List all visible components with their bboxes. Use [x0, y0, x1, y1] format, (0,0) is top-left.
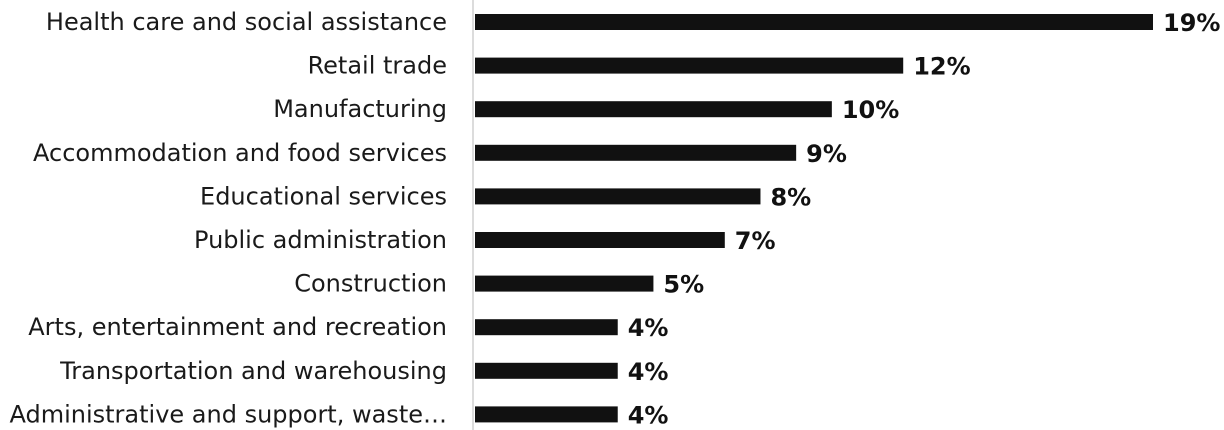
bar	[475, 188, 761, 205]
value-label: 9%	[806, 140, 847, 168]
category-label: Accommodation and food services	[33, 139, 447, 167]
bar	[475, 232, 725, 248]
bar	[475, 406, 618, 423]
value-label: 4%	[628, 358, 669, 386]
category-label: Administrative and support, waste…	[9, 400, 447, 428]
bar	[475, 101, 832, 118]
category-label: Transportation and warehousing	[59, 357, 447, 385]
bar-row: Manufacturing 10%	[273, 95, 899, 124]
bar-row: Public administration 7%	[194, 226, 776, 255]
value-label: 8%	[770, 183, 811, 211]
value-label: 5%	[663, 271, 704, 299]
category-label: Public administration	[194, 226, 447, 254]
value-label: 7%	[735, 227, 776, 255]
category-label: Manufacturing	[273, 95, 447, 123]
bar	[475, 319, 618, 336]
bar	[475, 275, 654, 292]
bar	[475, 362, 618, 379]
category-label: Health care and social assistance	[46, 8, 447, 36]
value-label: 4%	[628, 314, 669, 342]
value-label: 19%	[1163, 9, 1220, 37]
bar-row: Arts, entertainment and recreation 4%	[28, 313, 668, 342]
value-label: 10%	[842, 96, 899, 124]
bar-row: Retail trade 12%	[308, 52, 971, 81]
category-label: Retail trade	[308, 52, 447, 80]
value-label: 12%	[913, 53, 970, 81]
bar	[475, 57, 904, 74]
bar-row: Transportation and warehousing 4%	[59, 357, 668, 386]
bar-row: Accommodation and food services 9%	[33, 139, 847, 168]
bar-row: Construction 5%	[294, 270, 704, 299]
category-label: Arts, entertainment and recreation	[28, 313, 447, 341]
bar-row: Health care and social assistance 19%	[46, 8, 1221, 37]
category-label: Educational services	[200, 182, 447, 210]
bar-rows: Health care and social assistance 19% Reta…	[9, 8, 1220, 429]
category-label: Construction	[294, 270, 447, 298]
bar	[475, 144, 797, 161]
bar-row: Administrative and support, waste… 4%	[9, 400, 668, 429]
value-label: 4%	[628, 401, 669, 429]
bar-row: Educational services 8%	[200, 182, 811, 211]
bar	[475, 14, 1153, 30]
